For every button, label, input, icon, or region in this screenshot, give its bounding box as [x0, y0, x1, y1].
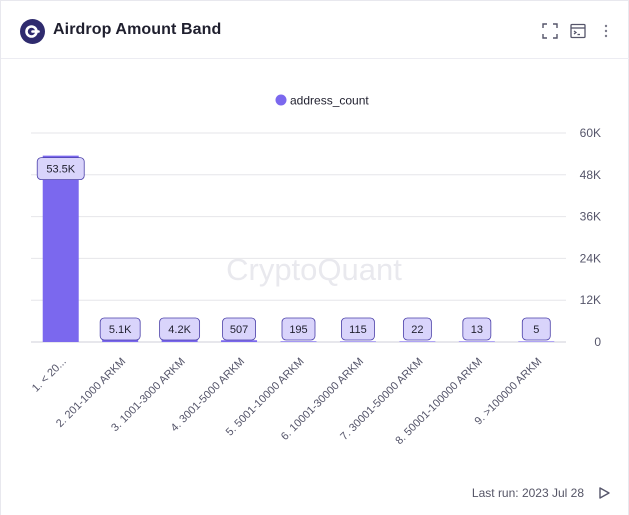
x-tick-label: 1. < 20... — [30, 356, 69, 395]
data-label-box — [36, 157, 85, 181]
legend-item[interactable]: address_count — [275, 94, 370, 108]
data-label: 13 — [462, 317, 492, 341]
y-tick-label: 24K — [580, 251, 601, 265]
data-label-box — [281, 317, 316, 341]
last-run-text: Last run: 2023 Jul 28 — [471, 486, 584, 500]
chart-area: CryptoQuant address_count 53.5K 5.1K 4.2K 5… — [1, 60, 629, 490]
data-label-box — [159, 317, 201, 341]
data-label: 5.1K — [99, 317, 141, 341]
data-label-box — [341, 317, 375, 341]
chart-title: Airdrop Amount Band — [53, 21, 222, 38]
bar[interactable] — [339, 341, 376, 342]
data-label-box — [222, 317, 256, 341]
data-label-box — [462, 317, 492, 341]
y-tick-label: 48K — [580, 168, 601, 182]
fullscreen-icon[interactable] — [541, 22, 559, 40]
x-tick-label: 9. >100000 ARKM — [473, 356, 545, 428]
data-label: 115 — [341, 317, 375, 341]
data-label: 22 — [402, 317, 432, 341]
data-label-box — [402, 317, 432, 341]
logo-icon — [20, 19, 45, 44]
y-tick-label: 0 — [594, 335, 601, 349]
data-label-box — [521, 317, 551, 341]
data-label-text: 5.1K — [109, 324, 132, 336]
console-icon[interactable] — [569, 22, 587, 40]
bar[interactable] — [280, 341, 317, 342]
y-tick-label: 60K — [580, 126, 601, 140]
card-header: Airdrop Amount Band — [1, 1, 629, 59]
bar[interactable] — [518, 341, 555, 342]
data-label: 53.5K — [36, 157, 85, 181]
legend-marker — [275, 94, 287, 106]
bar[interactable] — [458, 341, 495, 342]
y-tick-label: 12K — [580, 293, 601, 307]
data-label: 507 — [222, 317, 256, 341]
data-label: 195 — [281, 317, 316, 341]
data-label-text: 115 — [349, 324, 367, 336]
data-label: 5 — [521, 317, 551, 341]
play-icon[interactable] — [597, 486, 611, 500]
bar[interactable] — [399, 341, 436, 342]
bar[interactable] — [221, 340, 258, 342]
data-label-text: 22 — [411, 324, 423, 336]
watermark: CryptoQuant — [226, 252, 402, 287]
legend-label: address_count — [290, 94, 369, 108]
more-vertical-icon[interactable] — [597, 22, 615, 40]
bar-chart: CryptoQuant address_count 53.5K 5.1K 4.2K 5… — [30, 94, 601, 448]
data-label-text: 53.5K — [46, 164, 75, 176]
bar[interactable] — [42, 155, 79, 342]
data-label: 4.2K — [159, 317, 201, 341]
y-tick-label: 36K — [580, 210, 601, 224]
data-label-box — [99, 317, 141, 341]
data-label-text: 195 — [289, 324, 307, 336]
data-label-text: 13 — [471, 324, 483, 336]
data-label-text: 4.2K — [168, 324, 191, 336]
data-label-text: 5 — [533, 324, 539, 336]
data-label-text: 507 — [230, 324, 248, 336]
